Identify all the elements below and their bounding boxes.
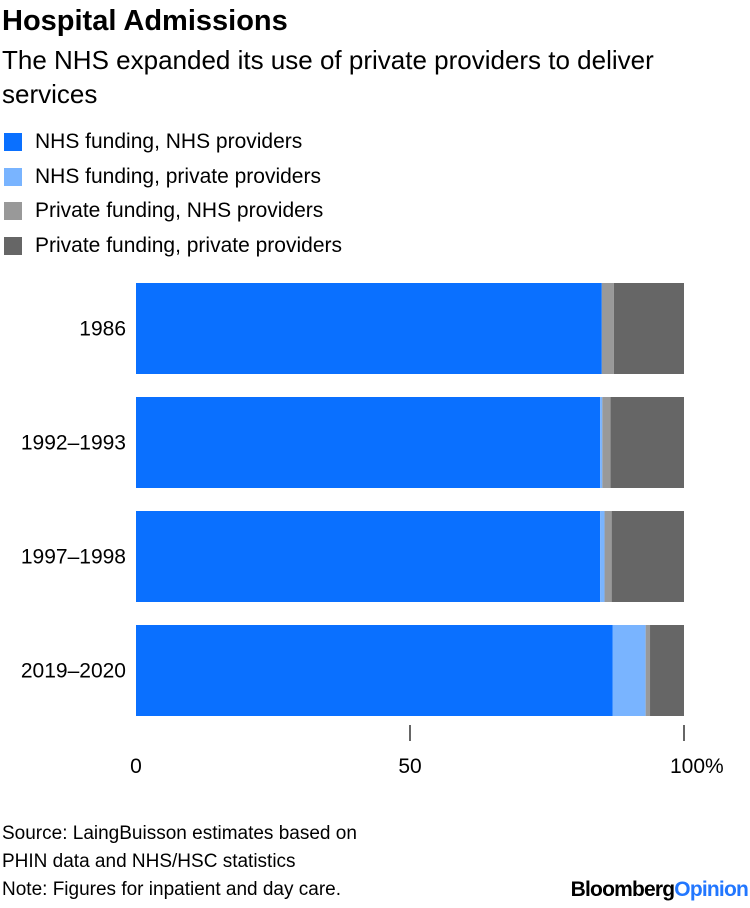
bar-segment: [136, 625, 613, 716]
category-label: 2019–2020: [21, 660, 126, 683]
legend-item-nhs-nhs: NHS funding, NHS providers: [4, 125, 604, 160]
legend-label-nhs-nhs: NHS funding, NHS providers: [35, 130, 303, 154]
legend-item-private-private: Private funding, private providers: [4, 229, 604, 264]
bar-segment: [650, 625, 684, 716]
bar-segment: [604, 511, 612, 602]
note-line: Note: Figures for inpatient and day care…: [2, 879, 342, 900]
source-line: Source: LaingBuisson estimates based on: [2, 823, 357, 844]
bar-segment: [610, 397, 684, 488]
source-note: Source: LaingBuisson estimates based on …: [2, 820, 522, 904]
legend-item-nhs-private: NHS funding, private providers: [4, 160, 604, 195]
bar-segment: [611, 511, 684, 602]
legend-swatch-private-private: [4, 236, 22, 255]
legend-label-private-nhs: Private funding, NHS providers: [35, 199, 324, 223]
bar-segment: [136, 283, 602, 374]
bar-segment: [645, 625, 651, 716]
bar-segment: [612, 625, 646, 716]
brand-accent: Opinion: [674, 878, 749, 901]
legend-label-private-private: Private funding, private providers: [35, 233, 342, 257]
legend-label-nhs-private: NHS funding, private providers: [35, 164, 321, 188]
chart-title: Hospital Admissions: [2, 5, 288, 37]
bar-segment: [136, 511, 601, 602]
legend-swatch-nhs-nhs: [4, 133, 22, 152]
legend-item-private-nhs: Private funding, NHS providers: [4, 194, 604, 229]
bar-segment: [600, 397, 603, 488]
category-label: 1986: [79, 318, 126, 341]
x-tick-label: 50: [398, 755, 421, 778]
source-line: PHIN data and NHS/HSC statistics: [2, 851, 296, 872]
bar-segment: [600, 511, 605, 602]
chart-subtitle: The NHS expanded its use of private prov…: [2, 45, 654, 109]
bloomberg-opinion-logo: BloombergOpinion: [570, 878, 749, 902]
bar-segment: [601, 283, 614, 374]
legend-swatch-nhs-private: [4, 167, 22, 186]
category-label: 1997–1998: [21, 546, 126, 569]
x-tick-label: 0: [130, 755, 142, 778]
legend: NHS funding, NHS providers NHS funding, …: [4, 125, 604, 263]
bar-segment: [136, 397, 601, 488]
brand-main: Bloomberg: [570, 878, 675, 901]
category-label: 1992–1993: [21, 432, 126, 455]
bar-segment: [613, 283, 684, 374]
stacked-bar-chart: 1986 1992–1993 1997–1998 2019–2020 0 50 100%: [21, 283, 724, 778]
x-tick-label: 100%: [670, 755, 724, 778]
legend-swatch-private-nhs: [4, 202, 22, 221]
bar-segment: [602, 397, 611, 488]
